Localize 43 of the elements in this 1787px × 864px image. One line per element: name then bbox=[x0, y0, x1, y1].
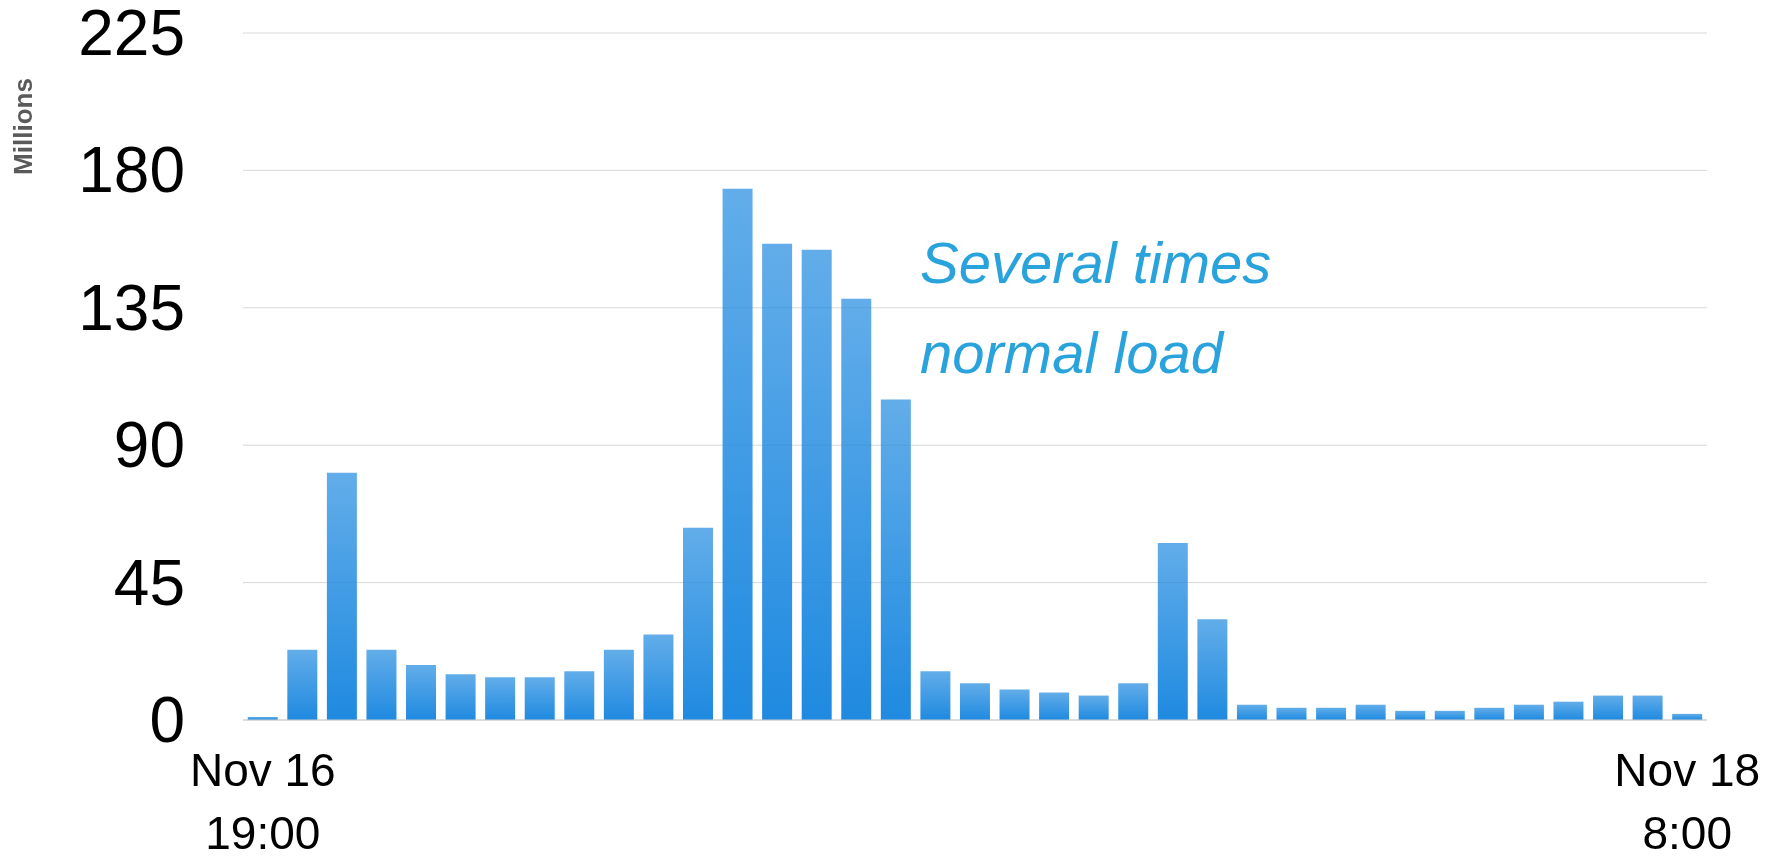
bar bbox=[326, 472, 357, 720]
bar bbox=[643, 634, 674, 720]
y-tick-label: 135 bbox=[78, 271, 185, 344]
bar bbox=[1236, 704, 1267, 720]
annotation: Several times normal load bbox=[920, 229, 1272, 387]
y-tick-label: 180 bbox=[78, 134, 185, 207]
bar bbox=[1632, 695, 1663, 720]
bar bbox=[603, 649, 634, 720]
bar bbox=[564, 671, 595, 720]
bar bbox=[1078, 695, 1109, 720]
bar bbox=[801, 249, 832, 720]
bar bbox=[722, 188, 753, 720]
bar bbox=[1197, 619, 1228, 720]
bar bbox=[445, 674, 476, 720]
bar bbox=[287, 649, 318, 720]
y-tick-label: 45 bbox=[113, 546, 185, 619]
bar bbox=[1474, 707, 1505, 720]
bar bbox=[524, 677, 555, 720]
x-tick-label: Nov 18 8:00 bbox=[1614, 744, 1761, 859]
y-tick-label: 0 bbox=[149, 684, 185, 756]
bar bbox=[1316, 707, 1347, 720]
bar bbox=[1157, 542, 1188, 720]
bar bbox=[1553, 701, 1584, 720]
y-axis-title: Millions bbox=[8, 78, 39, 175]
bar bbox=[1513, 704, 1544, 720]
bar bbox=[762, 243, 793, 720]
x-tick-label: Nov 16 19:00 bbox=[189, 744, 336, 859]
bar bbox=[682, 527, 713, 720]
bar bbox=[999, 689, 1030, 720]
bar bbox=[959, 683, 990, 720]
bar bbox=[1276, 707, 1307, 720]
bar bbox=[880, 399, 911, 720]
bar bbox=[485, 677, 516, 720]
y-tick-label: 90 bbox=[113, 409, 185, 482]
bar bbox=[406, 665, 437, 720]
bar bbox=[1118, 683, 1149, 720]
y-tick-label: 225 bbox=[78, 0, 185, 69]
bar bbox=[1039, 692, 1070, 720]
bar bbox=[1593, 695, 1624, 720]
bar bbox=[1355, 704, 1386, 720]
bar bbox=[366, 649, 397, 720]
bar bbox=[920, 671, 951, 720]
bar bbox=[841, 298, 872, 720]
